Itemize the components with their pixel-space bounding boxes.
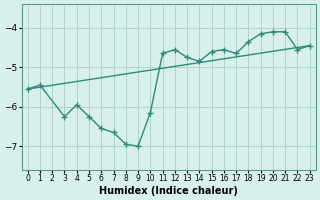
X-axis label: Humidex (Indice chaleur): Humidex (Indice chaleur) <box>99 186 238 196</box>
